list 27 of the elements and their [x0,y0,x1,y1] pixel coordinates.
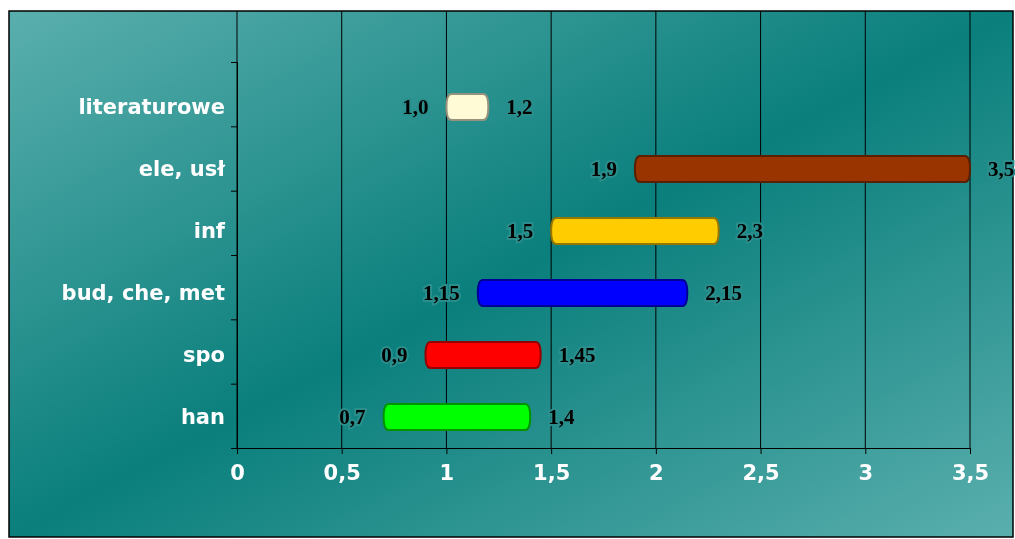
y-tick-label: literaturowe [78,95,225,120]
bar [424,340,542,370]
data-label: 1,2 [506,95,533,120]
annotation: 1,9 [590,157,617,182]
annotation: 1,0 [402,95,429,120]
x-tick-label: 0 [230,461,245,486]
data-label: 2,15 [705,281,743,306]
annotation: 1,5 [506,219,534,244]
x-tick-label: 2 [649,461,664,486]
y-tick-label: bud, che, met [61,281,225,306]
bar [633,154,971,184]
y-tick-label: inf [193,219,226,244]
y-tick-label: han [180,405,225,430]
bar [382,402,532,432]
data-label: 1,45 [558,343,596,368]
y-tick-label: spo [183,343,225,368]
x-tick-label: 3,5 [951,461,990,486]
x-tick-label: 1 [439,461,455,486]
annotation: 0,9 [381,343,408,368]
x-tick-label: 3 [858,461,874,486]
x-tick-label: 0,5 [323,461,361,486]
y-tick-label: ele, usł [138,157,227,182]
x-tick-label: 1,5 [533,461,571,486]
x-tick-label: 2,5 [742,461,780,486]
bar [476,278,689,308]
bar [550,216,720,246]
bar [445,92,490,122]
